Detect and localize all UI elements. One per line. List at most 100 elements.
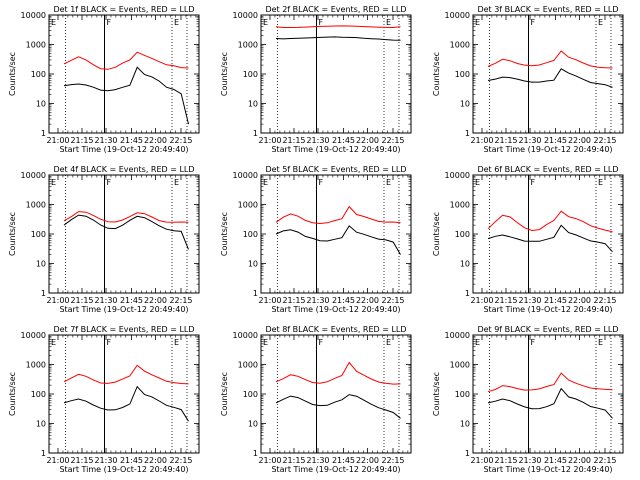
series-events-line xyxy=(63,214,189,250)
y-tick-label: 10000 xyxy=(445,11,470,20)
x-tick-label: 21:00 xyxy=(258,136,281,145)
y-tick-label: 10 xyxy=(36,260,46,269)
y-tick-label: 100 xyxy=(243,70,258,79)
x-tick-label: 21:45 xyxy=(332,136,355,145)
series-events-line xyxy=(487,68,613,88)
x-tick-label: 22:00 xyxy=(144,136,167,145)
plot-frame xyxy=(472,174,624,294)
marker-label: F xyxy=(107,178,112,187)
series-events-line xyxy=(63,66,189,125)
x-tick-label: 21:30 xyxy=(94,456,117,465)
x-axis-label: Start Time (19-Oct-12 20:49:40) xyxy=(271,305,400,314)
marker-label: E xyxy=(263,338,268,347)
marker-label: E xyxy=(51,178,56,187)
x-tick-label: 21:30 xyxy=(94,136,117,145)
detector-panel-9: Det 9f BLACK = Events, RED = LLD Counts/s… xyxy=(432,325,624,474)
x-tick-label: 21:15 xyxy=(70,296,93,305)
panel-title: Det 6f BLACK = Events, RED = LLD xyxy=(477,165,618,174)
plot-frame xyxy=(260,14,412,134)
y-tick-label: 100 xyxy=(455,390,470,399)
detector-panel-4: Det 4f BLACK = Events, RED = LLD Counts/s… xyxy=(8,165,200,314)
y-axis-label: Counts/sec xyxy=(432,52,441,96)
x-tick-label: 21:15 xyxy=(282,136,305,145)
x-tick-label: 22:00 xyxy=(568,136,591,145)
marker-label: F xyxy=(531,178,536,187)
x-axis-label: Start Time (19-Oct-12 20:49:40) xyxy=(483,465,612,474)
y-axis-label: Counts/sec xyxy=(8,212,17,256)
y-axis-label: Counts/sec xyxy=(432,212,441,256)
series-lld-line xyxy=(487,50,613,69)
x-tick-label: 22:00 xyxy=(144,296,167,305)
y-axis-label: Counts/sec xyxy=(8,52,17,96)
series-events-line xyxy=(487,224,613,253)
marker-label: E xyxy=(475,178,480,187)
marker-label: F xyxy=(319,338,324,347)
y-axis-label: Counts/sec xyxy=(220,52,229,96)
x-axis-label: Start Time (19-Oct-12 20:49:40) xyxy=(59,305,188,314)
series-events-line xyxy=(275,394,401,419)
x-tick-label: 21:45 xyxy=(544,296,567,305)
x-tick-label: 22:15 xyxy=(593,136,616,145)
y-tick-label: 1000 xyxy=(450,361,470,370)
x-tick-label: 22:15 xyxy=(169,456,192,465)
x-tick-label: 21:15 xyxy=(494,456,517,465)
marker-label: E xyxy=(263,178,268,187)
x-tick-label: 21:45 xyxy=(332,296,355,305)
y-tick-label: 10 xyxy=(460,100,470,109)
x-tick-label: 21:30 xyxy=(306,296,329,305)
plot-frame xyxy=(260,334,412,454)
plot-frame xyxy=(260,174,412,294)
x-tick-label: 21:30 xyxy=(306,456,329,465)
y-tick-label: 10000 xyxy=(21,331,46,340)
y-tick-label: 10 xyxy=(248,100,258,109)
x-tick-label: 22:00 xyxy=(356,456,379,465)
panel-title: Det 2f BLACK = Events, RED = LLD xyxy=(265,5,406,14)
plot-frame xyxy=(472,334,624,454)
x-tick-label: 21:45 xyxy=(120,296,143,305)
series-lld-line xyxy=(63,364,189,385)
panel-title: Det 1f BLACK = Events, RED = LLD xyxy=(53,5,194,14)
y-tick-label: 1 xyxy=(465,129,470,138)
x-tick-label: 21:00 xyxy=(470,136,493,145)
marker-label: F xyxy=(107,18,112,27)
y-tick-label: 10000 xyxy=(233,171,258,180)
detector-panel-6: Det 6f BLACK = Events, RED = LLD Counts/s… xyxy=(432,165,624,314)
marker-label: E xyxy=(174,18,179,27)
x-tick-label: 21:15 xyxy=(282,296,305,305)
panel-title: Det 7f BLACK = Events, RED = LLD xyxy=(53,325,194,334)
y-tick-label: 100 xyxy=(243,230,258,239)
series-events-line xyxy=(275,36,401,41)
y-tick-label: 10000 xyxy=(445,171,470,180)
y-tick-label: 10 xyxy=(248,420,258,429)
x-tick-label: 21:30 xyxy=(518,136,541,145)
y-tick-label: 1 xyxy=(253,129,258,138)
marker-label: F xyxy=(107,338,112,347)
detector-panel-2: Det 2f BLACK = Events, RED = LLD Counts/s… xyxy=(220,5,412,154)
marker-label: F xyxy=(531,18,536,27)
plot-frame xyxy=(48,174,200,294)
plot-frame xyxy=(472,14,624,134)
x-tick-label: 22:00 xyxy=(568,296,591,305)
x-tick-label: 21:30 xyxy=(518,296,541,305)
panel-title: Det 3f BLACK = Events, RED = LLD xyxy=(477,5,618,14)
x-tick-label: 22:15 xyxy=(381,296,404,305)
detector-panel-5: Det 5f BLACK = Events, RED = LLD Counts/s… xyxy=(220,165,412,314)
x-tick-label: 22:15 xyxy=(593,296,616,305)
y-tick-label: 1000 xyxy=(26,361,46,370)
y-tick-label: 1 xyxy=(465,289,470,298)
series-events-line xyxy=(487,387,613,419)
series-lld-line xyxy=(275,25,401,29)
x-tick-label: 22:15 xyxy=(169,136,192,145)
y-axis-label: Counts/sec xyxy=(432,372,441,416)
panel-title: Det 9f BLACK = Events, RED = LLD xyxy=(477,325,618,334)
marker-label: E xyxy=(598,178,603,187)
x-tick-label: 22:15 xyxy=(381,456,404,465)
panel-title: Det 5f BLACK = Events, RED = LLD xyxy=(265,165,406,174)
series-lld-line xyxy=(487,372,613,393)
series-lld-line xyxy=(275,205,401,225)
x-tick-label: 21:30 xyxy=(518,456,541,465)
detector-panel-7: Det 7f BLACK = Events, RED = LLD Counts/s… xyxy=(8,325,200,474)
y-tick-label: 10 xyxy=(36,100,46,109)
x-tick-label: 21:15 xyxy=(282,456,305,465)
y-tick-label: 1 xyxy=(41,289,46,298)
